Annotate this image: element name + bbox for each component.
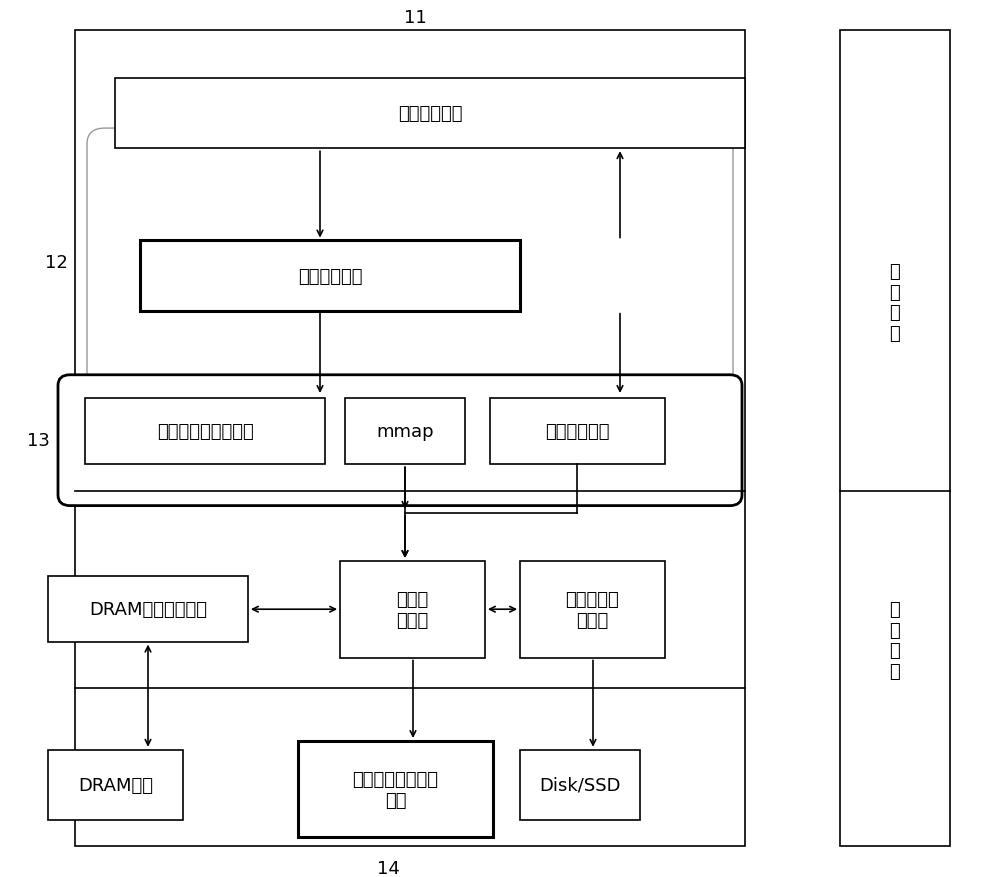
Text: 虚拟文
件系统: 虚拟文 件系统 [396,590,429,629]
FancyBboxPatch shape [87,129,733,397]
Bar [85,399,325,465]
Bar [298,741,493,838]
Bar [520,561,665,658]
Text: 12: 12 [45,254,67,272]
Text: 采集端内存管理模块: 采集端内存管理模块 [157,423,253,441]
Text: 本地文件管
理模块: 本地文件管 理模块 [566,590,619,629]
FancyBboxPatch shape [58,375,742,506]
Text: 14: 14 [377,859,399,877]
Bar [75,31,745,846]
Bar [840,31,950,846]
Bar [48,576,248,642]
Text: 第一非易失性内存
模块: 第一非易失性内存 模块 [352,770,438,809]
Text: 11: 11 [404,9,426,26]
Text: 系统调用模块: 系统调用模块 [545,423,610,441]
Bar [520,750,640,820]
Text: DRAM内存管理模块: DRAM内存管理模块 [89,600,207,618]
Text: mmap: mmap [376,423,434,441]
Bar [115,79,745,149]
Text: 13: 13 [27,431,49,449]
Text: Disk/SSD: Disk/SSD [539,776,621,794]
Text: DRAM内存: DRAM内存 [78,776,153,794]
Text: 数据采集接口: 数据采集接口 [398,105,462,123]
Bar [340,561,485,658]
Text: 内
核
空
间: 内 核 空 间 [890,600,900,681]
Text: 数据读写模块: 数据读写模块 [298,267,362,285]
Text: 用
户
空
间: 用 户 空 间 [890,262,900,343]
Bar [490,399,665,465]
Bar [48,750,183,820]
Bar [140,241,520,311]
Bar [345,399,465,465]
